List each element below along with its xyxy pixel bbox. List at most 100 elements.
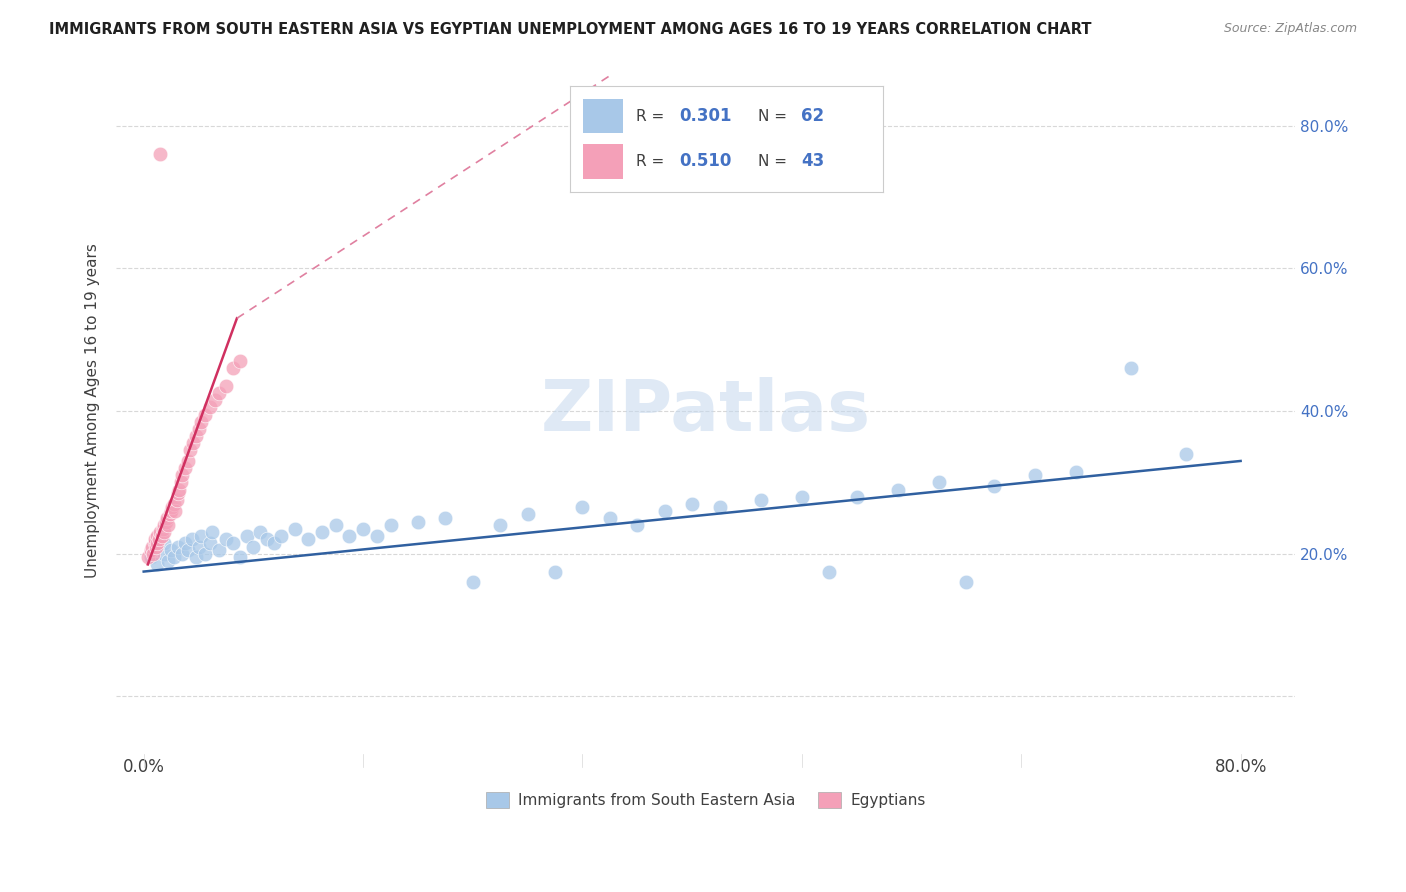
Point: [172, 468, 194, 483]
Point: [681, 497, 703, 511]
Point: [146, 536, 169, 550]
Point: [571, 500, 593, 515]
Point: [149, 147, 172, 161]
Point: [256, 533, 278, 547]
Point: [208, 386, 231, 401]
Point: [790, 490, 813, 504]
Point: [149, 525, 172, 540]
Point: [141, 540, 163, 554]
Point: [311, 525, 333, 540]
Point: [235, 529, 257, 543]
Point: [167, 486, 190, 500]
Point: [198, 401, 221, 415]
Point: [928, 475, 950, 490]
Point: [516, 508, 538, 522]
Legend: Immigrants from South Eastern Asia, Egyptians: Immigrants from South Eastern Asia, Egyp…: [479, 786, 932, 814]
Point: [166, 493, 188, 508]
Point: [1119, 361, 1142, 376]
Point: [169, 483, 191, 497]
Point: [599, 511, 621, 525]
Point: [818, 565, 841, 579]
Point: [159, 508, 181, 522]
Point: [406, 515, 429, 529]
Point: [208, 543, 231, 558]
Point: [955, 575, 977, 590]
Point: [489, 518, 512, 533]
Point: [160, 504, 183, 518]
Point: [434, 511, 457, 525]
Point: [1064, 465, 1087, 479]
Point: [337, 529, 360, 543]
Point: [148, 533, 170, 547]
Point: [184, 550, 207, 565]
Point: [187, 422, 209, 436]
Point: [173, 536, 195, 550]
Point: [153, 547, 176, 561]
Point: [380, 518, 402, 533]
Point: [163, 550, 186, 565]
Point: [228, 354, 250, 368]
Point: [749, 493, 772, 508]
Point: [167, 540, 190, 554]
Point: [626, 518, 648, 533]
Point: [887, 483, 910, 497]
Point: [215, 533, 238, 547]
Point: [709, 500, 731, 515]
Point: [222, 361, 245, 376]
Point: [165, 504, 187, 518]
Point: [143, 540, 166, 554]
Text: Source: ZipAtlas.com: Source: ZipAtlas.com: [1223, 22, 1357, 36]
Point: [180, 533, 202, 547]
Point: [153, 525, 176, 540]
Point: [146, 558, 169, 572]
Point: [145, 540, 167, 554]
Point: [228, 550, 250, 565]
Point: [222, 536, 245, 550]
Point: [184, 429, 207, 443]
Point: [176, 454, 198, 468]
Point: [270, 529, 292, 543]
Point: [143, 536, 166, 550]
Point: [181, 436, 204, 450]
Point: [139, 543, 162, 558]
Point: [163, 497, 186, 511]
Point: [146, 529, 169, 543]
Point: [142, 547, 165, 561]
Point: [152, 522, 174, 536]
Point: [156, 511, 179, 525]
Point: [983, 479, 1005, 493]
Point: [461, 575, 484, 590]
Point: [283, 522, 305, 536]
Point: [201, 525, 224, 540]
Point: [198, 536, 221, 550]
Point: [187, 540, 209, 554]
Point: [157, 554, 180, 568]
Point: [153, 518, 176, 533]
Point: [194, 408, 217, 422]
Point: [352, 522, 374, 536]
Point: [366, 529, 388, 543]
Point: [139, 550, 162, 565]
Point: [153, 536, 176, 550]
Point: [190, 415, 212, 429]
Point: [1024, 468, 1046, 483]
Point: [845, 490, 868, 504]
Text: ZIPatlas: ZIPatlas: [541, 376, 870, 445]
Point: [150, 529, 173, 543]
Point: [249, 525, 271, 540]
Point: [325, 518, 347, 533]
Point: [157, 518, 180, 533]
Y-axis label: Unemployment Among Ages 16 to 19 years: Unemployment Among Ages 16 to 19 years: [86, 244, 100, 578]
Point: [194, 547, 217, 561]
Text: IMMIGRANTS FROM SOUTH EASTERN ASIA VS EGYPTIAN UNEMPLOYMENT AMONG AGES 16 TO 19 : IMMIGRANTS FROM SOUTH EASTERN ASIA VS EG…: [49, 22, 1091, 37]
Point: [172, 547, 194, 561]
Point: [170, 475, 193, 490]
Point: [149, 533, 172, 547]
Point: [215, 379, 238, 393]
Point: [544, 565, 567, 579]
Point: [204, 393, 226, 408]
Point: [297, 533, 319, 547]
Point: [654, 504, 676, 518]
Point: [242, 540, 264, 554]
Point: [179, 443, 201, 458]
